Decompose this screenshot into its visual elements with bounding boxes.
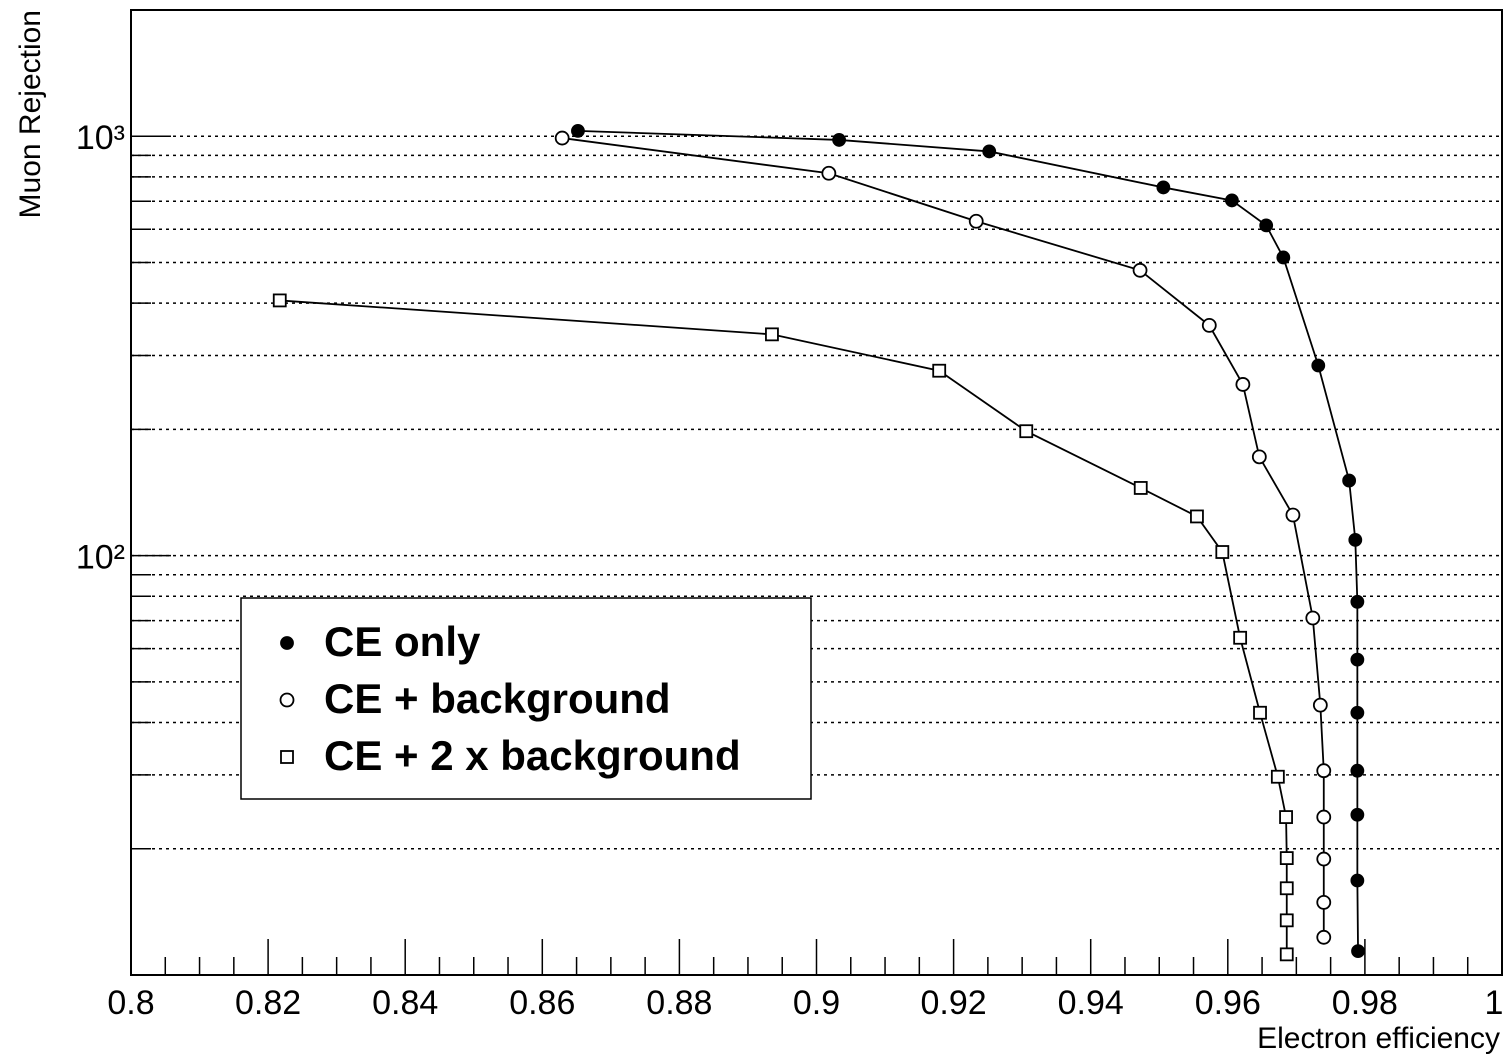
marker [1235,377,1251,392]
marker [1350,807,1365,822]
marker [1233,630,1248,645]
x-tick-label: 0.84 [372,984,438,1022]
marker [968,213,984,229]
marker [1305,610,1321,626]
marker [1156,180,1171,195]
marker [765,327,779,342]
marker [1215,545,1230,559]
marker [1311,358,1326,373]
marker [1312,697,1328,713]
marker [279,692,295,708]
marker [1251,449,1267,465]
marker [272,293,287,308]
legend-box [240,597,812,800]
plot-frame [130,9,1503,976]
marker [1279,810,1293,824]
x-tick-label: 0.96 [1195,984,1261,1022]
marker [1316,851,1332,867]
marker [1350,873,1365,888]
marker [280,750,294,764]
marker [1350,652,1365,667]
x-tick-label: 0.94 [1058,984,1124,1022]
x-tick-label: 0.92 [921,984,987,1022]
marker [1316,929,1332,945]
marker [1342,473,1357,488]
marker [1190,509,1204,524]
marker [1270,769,1285,784]
marker [1285,507,1301,523]
legend-label: CE + 2 x background [324,732,741,779]
marker [1253,705,1267,720]
marker [280,636,294,650]
marker [1350,594,1365,609]
y-tick-label: 10² [76,539,125,577]
marker [1225,193,1239,208]
legend-label: CE + background [324,675,671,722]
marker [571,123,585,138]
x-tick-label: 1 [1485,984,1504,1022]
series-line [562,137,1325,938]
legend-label: CE only [324,618,481,665]
marker [1259,218,1274,233]
marker [1133,481,1148,495]
marker [932,363,947,378]
marker [554,130,570,146]
marker [821,165,837,181]
marker [1132,262,1148,278]
x-tick-label: 0.82 [235,984,301,1022]
marker [1351,944,1365,959]
marker [1279,851,1294,865]
marker [1276,250,1291,265]
x-tick-label: 0.9 [793,984,840,1022]
marker [982,144,997,159]
marker [1201,317,1217,333]
marker [1350,705,1365,720]
marker [1279,881,1294,896]
x-tick-label: 0.88 [646,984,712,1022]
marker [1348,533,1363,547]
y-axis-label: Muon Rejection [14,10,47,218]
x-tick-label: 0.8 [107,984,154,1022]
x-tick-label: 0.86 [509,984,575,1022]
marker [1316,763,1332,779]
x-tick-label: 0.98 [1332,984,1398,1022]
marker [1316,809,1332,825]
marker [1279,947,1294,962]
marker [1316,894,1332,910]
y-tick-label: 10³ [76,119,125,157]
x-axis-label: Electron efficiency [1257,1022,1500,1055]
marker [832,133,847,147]
marker [1350,763,1365,778]
marker [1279,913,1294,928]
series-line [577,129,1359,952]
marker [1019,424,1034,439]
